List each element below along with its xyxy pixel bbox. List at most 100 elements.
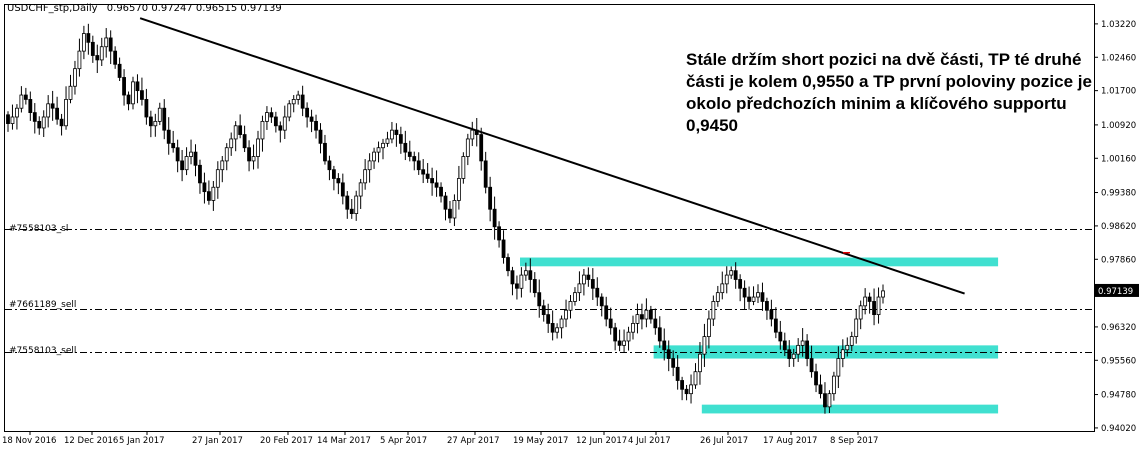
candle-body xyxy=(657,327,662,342)
x-tick-label: 19 May 2017 xyxy=(513,436,568,446)
candle-body xyxy=(604,305,609,320)
candle-146 xyxy=(653,308,658,335)
candle-body xyxy=(684,388,689,395)
candle-173 xyxy=(773,307,778,339)
candle-body xyxy=(256,138,260,157)
candle-body xyxy=(622,340,626,346)
candle-body xyxy=(706,318,711,337)
candle-body xyxy=(626,331,631,342)
candle-body xyxy=(398,134,403,144)
candle-body xyxy=(68,85,73,100)
candle-95 xyxy=(425,163,430,183)
candle-34 xyxy=(153,113,158,137)
candle-131 xyxy=(586,267,591,287)
candle-82 xyxy=(367,153,372,183)
candle-body xyxy=(291,99,296,105)
candle-body xyxy=(430,178,435,184)
candle-body xyxy=(41,116,46,129)
candle-12 xyxy=(55,96,60,125)
candle-body xyxy=(108,37,113,52)
candle-body xyxy=(497,226,501,241)
candle-127 xyxy=(568,294,573,319)
candle-body xyxy=(28,99,33,113)
candle-body xyxy=(394,129,399,135)
candle-body xyxy=(367,160,372,171)
candle-body xyxy=(738,279,743,289)
x-tick-label: 12 Dec 2016 xyxy=(64,436,118,446)
candle-body xyxy=(144,99,149,118)
candle-130 xyxy=(581,268,586,296)
x-tick-label: 27 Apr 2017 xyxy=(447,436,500,446)
candle-body xyxy=(720,283,725,294)
candle-133 xyxy=(595,277,600,306)
candle-body xyxy=(113,50,118,65)
candle-189 xyxy=(845,337,850,357)
candle-129 xyxy=(577,271,582,301)
candle-body xyxy=(653,318,658,329)
candle-body xyxy=(162,107,167,131)
candle-body xyxy=(515,283,519,289)
candle-170 xyxy=(760,282,765,311)
candle-195 xyxy=(872,288,876,326)
candle-body xyxy=(863,296,868,307)
candle-body xyxy=(122,77,126,96)
candle-body xyxy=(791,353,796,359)
candle-body xyxy=(184,156,189,171)
candle-body xyxy=(483,160,488,188)
y-tick-label: 1.00920 xyxy=(1101,121,1136,131)
x-tick-label: 8 Sep 2017 xyxy=(830,436,878,446)
candle-body xyxy=(131,81,135,105)
candle-63 xyxy=(282,105,287,139)
candle-body xyxy=(198,164,202,184)
candle-125 xyxy=(559,315,564,339)
candle-body xyxy=(751,296,756,302)
candle-157 xyxy=(702,323,707,367)
candle-body xyxy=(635,314,640,324)
candle-body xyxy=(782,340,787,351)
candle-body xyxy=(662,340,667,351)
candle-body xyxy=(300,94,305,109)
candle-body xyxy=(229,138,234,149)
candle-165 xyxy=(738,274,743,302)
candle-body xyxy=(711,301,716,320)
candle-38 xyxy=(171,130,176,153)
x-tick-label: 5 Jan 2017 xyxy=(119,436,165,446)
candle-117 xyxy=(523,262,528,281)
candle-72 xyxy=(323,134,327,165)
candle-body xyxy=(680,380,685,390)
candle-body xyxy=(443,195,448,210)
candle-177 xyxy=(791,348,796,367)
candle-22 xyxy=(99,37,104,66)
candle-5 xyxy=(23,87,28,105)
candle-180 xyxy=(805,334,810,367)
candle-body xyxy=(773,318,778,333)
candle-31 xyxy=(140,77,144,106)
candle-27 xyxy=(122,69,126,106)
candle-178 xyxy=(796,338,801,362)
candle-body xyxy=(305,107,310,118)
candle-154 xyxy=(689,374,693,404)
candle-body xyxy=(640,314,644,320)
candle-body xyxy=(220,160,225,171)
candle-119 xyxy=(532,272,537,298)
candle-52 xyxy=(233,121,238,152)
candle-body xyxy=(470,129,475,140)
ohlc-values: 0.96570 0.97247 0.96515 0.97139 xyxy=(106,3,282,14)
candle-86 xyxy=(385,131,390,147)
candle-13 xyxy=(59,113,64,136)
price-axis: 1.03220 1.02460 1.01700 1.00920 1.00160 0.993… xyxy=(1094,20,1139,434)
candle-182 xyxy=(814,363,818,393)
candle-body xyxy=(840,349,845,359)
candle-75 xyxy=(336,173,341,195)
candle-163 xyxy=(729,266,734,279)
candle-60 xyxy=(269,107,274,123)
candle-39 xyxy=(175,139,180,173)
candle-body xyxy=(769,309,774,320)
candle-158 xyxy=(706,310,711,349)
candle-body xyxy=(50,103,55,109)
candle-56 xyxy=(251,144,256,170)
candle-body xyxy=(778,331,783,342)
candle-28 xyxy=(126,91,131,111)
candle-body xyxy=(10,116,15,124)
candle-body xyxy=(247,147,251,162)
